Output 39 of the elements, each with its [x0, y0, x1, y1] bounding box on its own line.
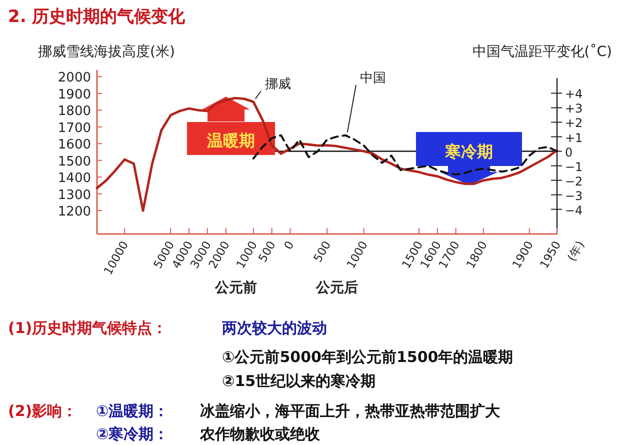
text: 公元后 [315, 279, 358, 296]
y-tick-label: 1400 [58, 171, 91, 186]
annotation: 温暖期 [206, 131, 255, 150]
x-tick-label: 0 [281, 238, 297, 252]
y2-axis-title: 中国气温距平变化(˚C) [472, 43, 612, 60]
y2-tick-label: +1 [565, 130, 583, 145]
series-label: 挪威 [265, 77, 291, 92]
text: (年) [564, 238, 588, 264]
y-tick-label: 1800 [58, 104, 91, 120]
line-series [96, 96, 558, 212]
y-axis-title: 挪威雪线海拔高度(米) [38, 44, 175, 60]
y-tick-label: 1300 [58, 188, 91, 203]
chart-title: 2. 历史时期的气候变化 [8, 7, 186, 27]
text: ①公元前5000年到公元前1500年的温暖期 [222, 348, 514, 366]
y-tick-label: 1700 [58, 120, 91, 136]
text: (2)影响： [8, 402, 78, 420]
y2-tick-label: −3 [565, 188, 583, 203]
y2-tick-label: +3 [565, 102, 583, 116]
y2-tick-label: −2 [565, 174, 583, 188]
y2-tick-label: −4 [565, 203, 583, 218]
y2-tick-label: +2 [565, 116, 583, 130]
y-tick-label: 1200 [58, 204, 91, 220]
text: 中国 [360, 71, 386, 86]
text: 冰盖缩小，海平面上升，热带亚热带范围扩大 [200, 402, 501, 420]
y-tick-label: 1600 [58, 138, 91, 153]
y2-tick-label: +4 [565, 87, 583, 102]
text: ①温暖期： [96, 402, 169, 420]
y-tick-label: 2000 [58, 70, 91, 86]
text: 公元前 [214, 280, 257, 296]
text: ②寒冷期： [96, 425, 169, 443]
y-tick-label: 1500 [58, 154, 91, 170]
y-tick-label: 1900 [58, 87, 91, 102]
text: ②15世纪以来的寒冷期 [222, 372, 376, 390]
y2-tick-label: −1 [565, 160, 583, 174]
text: 两次较大的波动 [221, 319, 327, 337]
text: 农作物歉收或绝收 [199, 425, 321, 443]
y2-tick-label: 0 [565, 145, 573, 160]
annotation: 寒冷期 [444, 142, 493, 161]
text: (1)历史时期气候特点： [8, 319, 168, 337]
